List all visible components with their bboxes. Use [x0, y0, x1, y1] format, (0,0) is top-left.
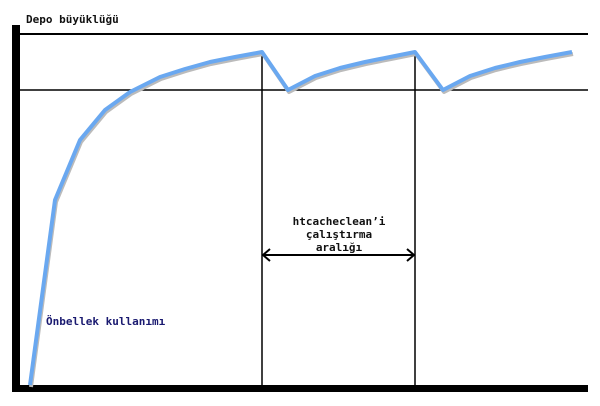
- interval-label: htcacheclean’i çalıştırma aralığı: [262, 215, 416, 254]
- cache-usage-curve-shadow: [29, 52, 574, 388]
- y-axis: [12, 25, 20, 391]
- interval-label-line: aralığı: [315, 241, 363, 254]
- interval-label-line: çalıştırma: [305, 228, 373, 241]
- x-axis: [12, 385, 588, 392]
- cache-usage-curve: [28, 50, 573, 386]
- curve-label: Önbellek kullanımı: [46, 315, 166, 328]
- interval-arrow: [261, 248, 416, 262]
- interval-label-line: htcacheclean’i: [292, 215, 386, 228]
- y-axis-label: Depo büyüklüğü: [26, 13, 119, 26]
